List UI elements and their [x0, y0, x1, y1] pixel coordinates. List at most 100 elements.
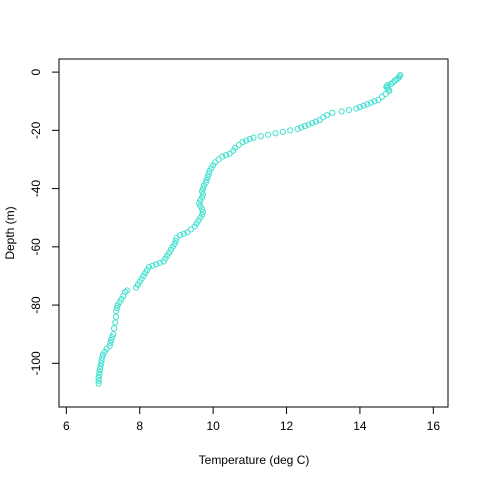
data-point — [389, 79, 397, 86]
y-axis-label: Depth (m) — [3, 206, 17, 259]
data-point — [230, 147, 237, 154]
data-point — [99, 351, 107, 358]
data-point — [110, 331, 117, 338]
data-point — [113, 307, 120, 314]
data-point — [309, 119, 316, 127]
data-point — [257, 133, 264, 140]
data-point — [114, 301, 121, 309]
data-point — [386, 87, 393, 95]
x-tick-label: 14 — [353, 419, 367, 433]
data-point — [382, 90, 389, 98]
data-point — [298, 124, 305, 131]
y-tick-label: 0 — [29, 68, 43, 75]
data-point — [320, 114, 327, 121]
data-point — [235, 141, 242, 149]
data-point — [356, 103, 364, 111]
data-point — [95, 374, 102, 381]
data-point — [364, 101, 371, 108]
data-point — [112, 319, 119, 326]
data-point — [123, 287, 130, 294]
data-point — [367, 99, 375, 106]
data-point — [191, 223, 198, 230]
data-point — [226, 150, 233, 157]
data-point — [184, 229, 191, 236]
data-point — [243, 137, 250, 144]
data-point — [279, 128, 286, 135]
data-point — [246, 135, 253, 143]
y-tick-label: -60 — [29, 238, 43, 256]
data-point — [95, 380, 102, 387]
data-point — [378, 93, 386, 100]
data-point — [204, 173, 211, 181]
data-point — [96, 371, 103, 379]
data-point — [108, 336, 115, 344]
x-tick-label: 10 — [206, 419, 220, 433]
data-point — [199, 191, 206, 198]
x-tick-label: 12 — [280, 419, 294, 433]
data-point — [272, 130, 279, 137]
data-point — [215, 156, 222, 163]
data-point — [110, 325, 118, 332]
data-point — [98, 357, 105, 364]
data-point — [239, 138, 246, 146]
x-tick-label: 16 — [427, 419, 441, 433]
x-tick-label: 8 — [136, 419, 143, 433]
data-point — [222, 152, 230, 159]
data-point — [99, 354, 106, 361]
data-point — [113, 304, 121, 312]
x-axis-label: Temperature (deg C) — [199, 453, 310, 467]
y-tick-label: -100 — [29, 351, 43, 375]
data-point — [197, 197, 204, 204]
data-point — [96, 368, 103, 376]
data-point — [95, 377, 102, 384]
data-point — [112, 313, 119, 320]
data-point — [375, 96, 382, 103]
data-point — [173, 235, 180, 242]
data-point — [199, 208, 206, 215]
data-point — [98, 360, 105, 367]
data-point — [200, 182, 208, 189]
data-point — [219, 153, 226, 160]
y-axis: 0 -20 -40 -60 -80 -100 — [29, 68, 60, 375]
data-point — [199, 185, 206, 192]
data-point — [188, 226, 195, 233]
data-points-layer — [95, 71, 404, 387]
y-tick-label: -80 — [29, 296, 43, 314]
data-point — [395, 74, 402, 82]
data-point — [338, 108, 345, 115]
y-tick-label: -40 — [29, 180, 43, 198]
data-point — [153, 261, 160, 268]
data-point — [316, 117, 323, 124]
data-point — [393, 76, 400, 83]
data-point — [177, 232, 184, 239]
data-point — [294, 125, 301, 132]
data-point — [160, 258, 167, 265]
data-point — [132, 284, 140, 291]
data-point — [199, 205, 206, 213]
data-point — [391, 77, 398, 84]
data-point — [301, 122, 308, 130]
data-point — [353, 105, 360, 112]
data-point — [107, 339, 114, 347]
data-point — [203, 176, 210, 183]
data-point — [265, 131, 272, 138]
x-tick-label: 6 — [63, 419, 70, 433]
x-axis: 6 8 10 12 14 16 — [63, 406, 441, 433]
data-point — [384, 82, 391, 89]
data-point — [196, 200, 203, 207]
data-point — [199, 188, 206, 195]
data-point — [371, 98, 378, 105]
data-point — [345, 106, 353, 114]
data-point — [312, 118, 319, 125]
data-point — [109, 334, 116, 341]
data-point — [180, 230, 187, 237]
data-point — [149, 262, 156, 269]
data-point — [206, 168, 213, 175]
data-point — [156, 259, 164, 266]
data-point — [250, 134, 257, 141]
data-point — [305, 121, 312, 128]
y-tick-label: -20 — [29, 121, 43, 139]
data-point — [287, 127, 294, 134]
